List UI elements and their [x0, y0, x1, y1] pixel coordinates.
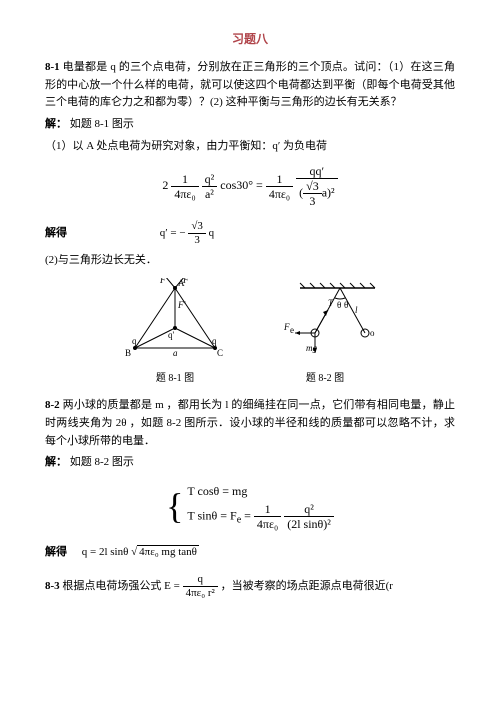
eq2-lhs: q′ = − [160, 227, 186, 239]
p83fn: q [183, 574, 218, 587]
eq1-f2n: q² [202, 173, 218, 187]
eq3-sqrt: √4πε₀ mg tanθ [131, 545, 199, 558]
chapter-title: 习题八 [45, 30, 455, 49]
label-8-1: 8-1 [45, 61, 60, 73]
brf1d: 4πε₀ [254, 517, 281, 530]
text-8-3a: 根据点电荷场强公式 E = [62, 580, 182, 592]
figure-8-2: Fe T θθ l mg o 题 8-2 图 [270, 278, 380, 388]
svg-text:F: F [182, 278, 189, 285]
eq2-num: √3 [188, 221, 206, 234]
svg-text:θ: θ [337, 300, 341, 310]
eq1-rf1n: 1 [266, 173, 293, 187]
equation-8-1-2: q′ = − √3 3 q [160, 221, 214, 246]
eq1-three: 3 [303, 194, 322, 207]
eq1-f1d: 4πε₀ [171, 187, 198, 200]
problem-8-3: 8-3 根据点电荷场强公式 E = q 4πε₀ r² ，当被考察的场点距源点电… [45, 574, 455, 599]
svg-text:B: B [125, 348, 131, 358]
eq2-tail: q [209, 227, 215, 239]
eq1-rfrac2: qq′ (√33a)² [296, 165, 338, 207]
br2a: T sinθ = F [187, 508, 236, 522]
brf2n: q² [284, 503, 334, 517]
svg-text:a: a [173, 348, 178, 358]
eq1-coeff: 2 [162, 178, 168, 192]
label-8-3: 8-3 [45, 580, 60, 592]
brace-icon: { [166, 488, 183, 524]
fig2-caption: 题 8-2 图 [270, 371, 380, 387]
eq1-inner: √33 [303, 180, 322, 207]
svg-text:q: q [212, 336, 217, 346]
eq1-cos: cos30° = [220, 178, 263, 192]
jiede-1-row: 解得 q′ = − √3 3 q [45, 221, 455, 246]
eq1-rf2d: (√33a)² [296, 179, 338, 207]
brf1n: 1 [254, 503, 281, 517]
svg-text:e: e [290, 325, 294, 335]
answer-8-1: 解： 如题 8-1 图示 [45, 116, 455, 134]
brace-body: T cosθ = mg T sinθ = Fe = 1 4πε₀ q² (2l … [187, 480, 334, 532]
problem-8-2: 8-2 两小球的质量都是 m ，都用长为 l 的细绳挂在同一点，它们带有相同电量… [45, 397, 455, 450]
text-8-3b: ，当被考察的场点距源点电荷很近(r [221, 580, 393, 592]
label-8-2: 8-2 [45, 399, 60, 411]
svg-text:F: F [283, 322, 290, 332]
ans-label-8-1: 解： [45, 118, 67, 130]
eq3-lhs: q = 2l sinθ [82, 546, 129, 558]
eq2-sqrt3: 3 [197, 220, 203, 232]
figure-row: A F F F' B q C q q' a 题 8-1 图 [45, 278, 455, 388]
text-8-2: 两小球的质量都是 m ，都用长为 l 的细绳挂在同一点，它们带有相同电量，静止时… [45, 399, 455, 446]
page: 习题八 8-1 电量都是 q 的三个点电荷，分别放在正三角形的三个顶点。试问：（… [0, 0, 500, 623]
equation-8-1-1: 2 1 4πε₀ q² a² cos30° = 1 4πε₀ qq′ (√33a… [45, 165, 455, 207]
br2b: = [241, 508, 254, 522]
eq1-frac1: 1 4πε₀ [171, 173, 198, 200]
answer-8-2: 解： 如题 8-2 图示 [45, 454, 455, 472]
fig1-caption: 题 8-1 图 [120, 371, 230, 387]
jiede-2: 解得 [45, 546, 67, 558]
eq1-sqrt3: 3 [313, 179, 319, 193]
ans-label-8-2: 解： [45, 456, 67, 468]
svg-text:F': F' [177, 300, 186, 310]
svg-text:q: q [132, 336, 137, 346]
svg-text:l: l [355, 305, 358, 315]
brace-row2: T sinθ = Fe = 1 4πε₀ q² (2l sinθ)² [187, 503, 334, 530]
problem-8-1: 8-1 电量都是 q 的三个点电荷，分别放在正三角形的三个顶点。试问：（1）在这… [45, 59, 455, 112]
step-8-1-2: (2)与三角形边长无关． [45, 252, 455, 270]
eq-8-3-frac: q 4πε₀ r² [183, 574, 218, 599]
eq1-rf2n: qq′ [296, 165, 338, 179]
svg-text:F: F [159, 278, 166, 285]
svg-text:o: o [370, 328, 375, 338]
step-8-1-1: （1）以 A 处点电荷为研究对象，由力平衡知：q′ 为负电荷 [45, 138, 455, 156]
figure-8-1: A F F F' B q C q q' a 题 8-1 图 [120, 278, 230, 388]
eq2-frac: √3 3 [188, 221, 206, 246]
eq3-rad: 4πε₀ mg tanθ [137, 545, 199, 558]
text-8-1: 电量都是 q 的三个点电荷，分别放在正三角形的三个顶点。试问：（1）在这三角形的… [45, 61, 455, 108]
eq1-rf1d: 4πε₀ [266, 187, 293, 200]
eq1-frac2: q² a² [202, 173, 218, 200]
p83fd: 4πε₀ r² [183, 587, 218, 599]
svg-text:C: C [217, 348, 223, 358]
eq1-sqrt: √3 [303, 180, 322, 194]
eq1-f2d: a² [202, 187, 218, 200]
svg-text:q': q' [168, 330, 175, 340]
equation-8-2-result: q = 2l sinθ √4πε₀ mg tanθ [82, 546, 199, 558]
jiede-2-row: 解得 q = 2l sinθ √4πε₀ mg tanθ [45, 544, 455, 562]
eq1-aparen: a)² [322, 185, 335, 199]
br-frac1: 1 4πε₀ [254, 503, 281, 530]
svg-text:θ: θ [344, 300, 348, 310]
eq1-f1n: 1 [171, 173, 198, 187]
svg-text:mg: mg [306, 343, 317, 353]
eq2-den: 3 [188, 234, 206, 246]
pendulum-diagram: Fe T θθ l mg o [270, 278, 380, 363]
triangle-diagram: A F F F' B q C q q' a [120, 278, 230, 363]
ans-text-8-2: 如题 8-2 图示 [70, 456, 134, 468]
brf2d: (2l sinθ)² [284, 517, 334, 530]
ans-text-8-1: 如题 8-1 图示 [70, 118, 134, 130]
equation-8-2-system: { T cosθ = mg T sinθ = Fe = 1 4πε₀ q² (2… [45, 480, 455, 532]
eq1-rfrac1: 1 4πε₀ [266, 173, 293, 200]
br-frac2: q² (2l sinθ)² [284, 503, 334, 530]
jiede-1: 解得 [45, 227, 67, 239]
brace-row1: T cosθ = mg [187, 482, 334, 501]
